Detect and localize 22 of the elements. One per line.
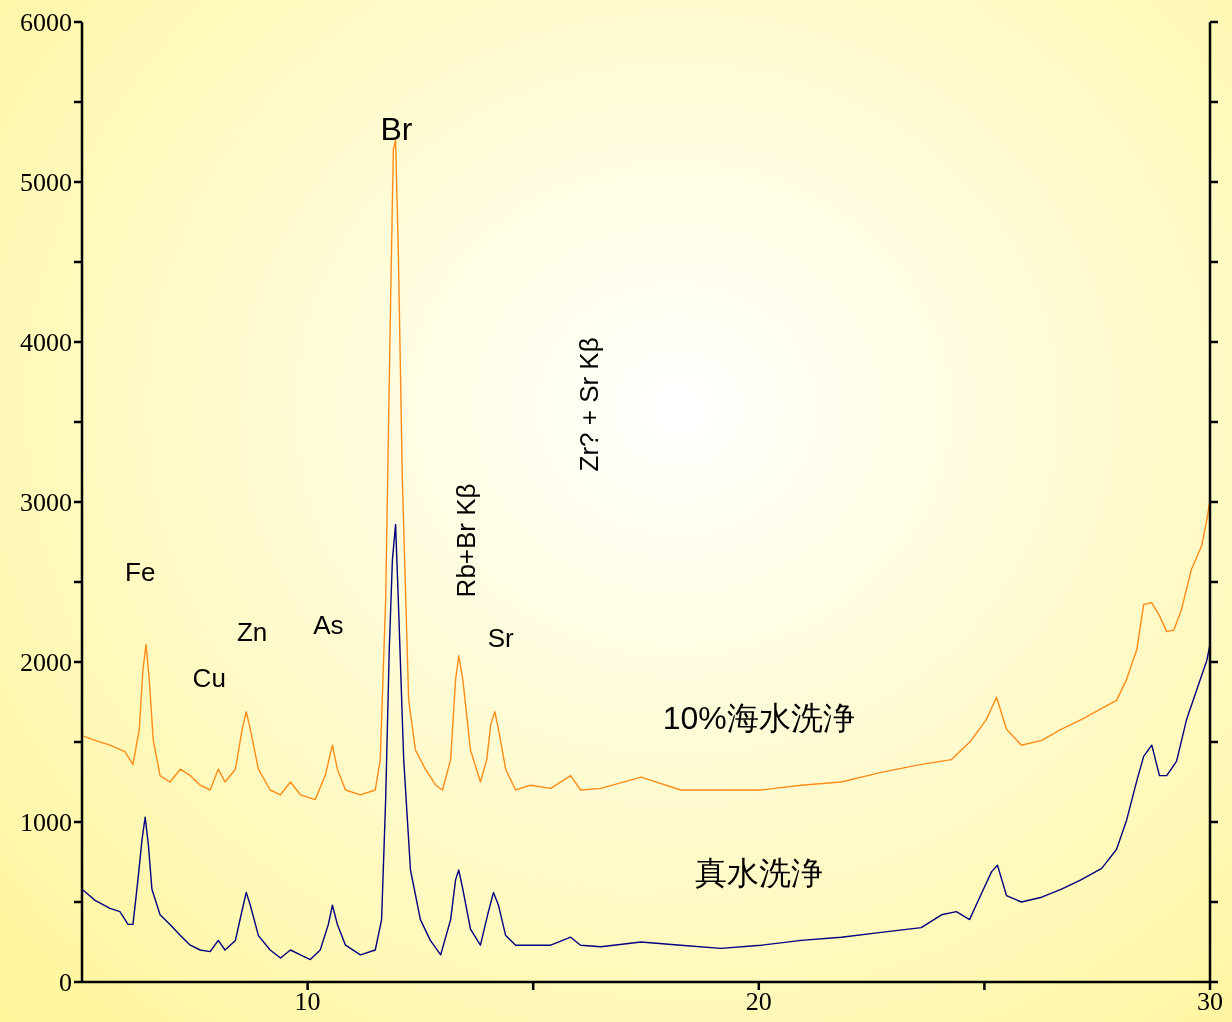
- line-series: [82, 139, 1210, 801]
- y-tick-label: 6000: [20, 8, 72, 38]
- annotation: As: [313, 610, 344, 641]
- series-label: 真水洗浄: [694, 855, 823, 892]
- y-tick-label: 3000: [20, 488, 72, 518]
- y-tick-label: 2000: [20, 648, 72, 678]
- y-tick-label: 0: [59, 968, 72, 998]
- y-tick-label: 1000: [20, 808, 72, 838]
- annotation: Cu: [192, 663, 226, 693]
- annotation: Br: [380, 111, 413, 148]
- annotation: Fe: [125, 557, 156, 588]
- annotation: Zr? + Sr Kβ: [573, 337, 604, 472]
- x-tick-label: 30: [1197, 987, 1223, 1017]
- annotation: Zn: [236, 616, 268, 647]
- series-label: 10%海水洗浄: [662, 700, 855, 736]
- y-tick-label: 5000: [20, 168, 72, 198]
- annotation: Rb+Br Kβ: [450, 483, 481, 598]
- y-tick-label: 4000: [20, 328, 72, 358]
- x-tick-label: 10: [294, 987, 321, 1017]
- annotation: Sr: [487, 623, 515, 653]
- x-tick-label: 20: [745, 987, 772, 1017]
- line-series: [82, 523, 1210, 961]
